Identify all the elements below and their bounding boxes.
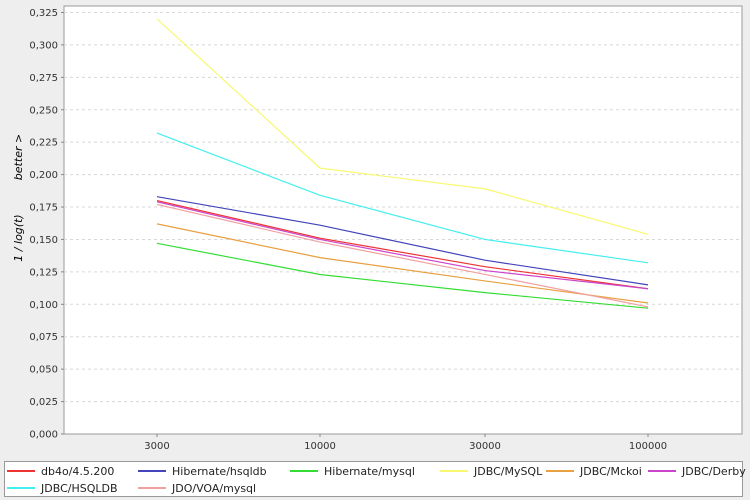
y-tick-label: 0,175 [29, 203, 58, 214]
legend-swatch [7, 470, 35, 472]
plot-area [63, 5, 743, 435]
y-tick-label: 0,000 [29, 430, 58, 441]
legend-swatch [138, 487, 166, 489]
y-tick-label: 0,225 [29, 138, 58, 149]
y-tick-label: 0,325 [29, 8, 58, 19]
legend-label: JDBC/Mckoi [580, 464, 642, 478]
legend-label: JDBC/HSQLDB [41, 481, 118, 495]
legend-label: Hibernate/hsqldb [172, 464, 267, 478]
series-line-hibernate-mysql [156, 242, 649, 309]
legend-label: Hibernate/mysql [324, 464, 415, 478]
y-tick-label: 0,125 [29, 267, 58, 278]
y-tick-label: 0,100 [29, 300, 58, 311]
y-tick-label: 0,275 [29, 73, 58, 84]
legend-item: Hibernate/mysql [290, 463, 415, 479]
y-tick-label: 0,075 [29, 332, 58, 343]
legend-swatch [7, 487, 35, 489]
legend-item: JDBC/Derby [648, 463, 746, 479]
series-lines [156, 18, 649, 309]
series-line-jdbc-mysql [156, 18, 649, 235]
y-axis-ticks: 0,000 0,025 0,050 0,075 0,100 0,125 0,150 0,175… [29, 8, 64, 441]
legend-item: JDBC/Mckoi [546, 463, 642, 479]
y-tick-label: 0,250 [29, 105, 58, 116]
legend-swatch [440, 470, 468, 472]
y-tick-label: 0,300 [29, 40, 58, 51]
legend-swatch [290, 470, 318, 472]
y-axis-title: 1 / log(t) [12, 214, 25, 261]
series-line-hibernate-hsqldb [156, 196, 649, 286]
series-line-db4o-4-5-200 [156, 199, 649, 290]
series-line-jdo-voa-mysql [156, 203, 649, 308]
legend-swatch [648, 470, 676, 472]
x-tick-label: 3000 [144, 441, 169, 452]
legend-swatch [546, 470, 574, 472]
legend-item: JDBC/MySQL [440, 463, 542, 479]
y-axis-subtitle: better > [12, 134, 25, 180]
legend-item: Hibernate/hsqldb [138, 463, 267, 479]
y-tick-label: 0,050 [29, 365, 58, 376]
legend-item: JDBC/HSQLDB [7, 480, 118, 496]
x-tick-label: 10000 [304, 441, 336, 452]
y-tick-label: 0,200 [29, 170, 58, 181]
legend: db4o/4.5.200 Hibernate/hsqldb Hibernate/my… [4, 461, 746, 497]
x-tick-label: 100000 [629, 441, 667, 452]
y-tick-label: 0,150 [29, 235, 58, 246]
legend-item: JDO/VOA/mysql [138, 480, 256, 496]
legend-label: JDBC/Derby [682, 464, 746, 478]
legend-item: db4o/4.5.200 [7, 463, 114, 479]
series-line-jdbc-mckoi [156, 223, 649, 304]
legend-label: JDO/VOA/mysql [172, 481, 257, 495]
grid-lines [64, 11, 742, 403]
legend-swatch [138, 470, 166, 472]
x-tick-label: 30000 [469, 441, 501, 452]
series-line-jdbc-hsqldb [156, 132, 649, 264]
series-line-jdbc-derby [156, 201, 649, 290]
legend-label: JDBC/MySQL [474, 464, 543, 478]
legend-label: db4o/4.5.200 [41, 464, 115, 478]
x-axis-ticks: 3000 10000 30000 100000 [144, 434, 667, 452]
y-tick-label: 0,025 [29, 397, 58, 408]
